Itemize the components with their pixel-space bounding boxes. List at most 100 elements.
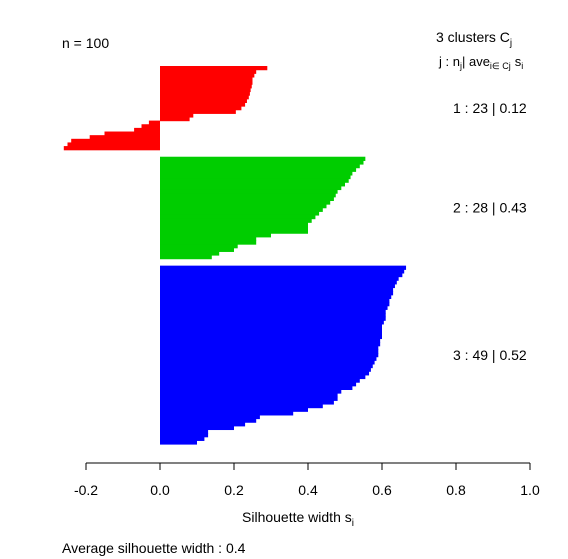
silhouette-bar-c2-2 — [160, 160, 364, 165]
silhouette-bar-c3-13 — [160, 309, 386, 314]
x-tick-label-0: -0.2 — [74, 482, 98, 498]
legend-ave-sub: i∈ Cj — [490, 61, 511, 71]
silhouette-bar-c2-26 — [160, 247, 234, 252]
silhouette-bar-c3-23 — [160, 345, 379, 350]
average-silhouette-label: Average silhouette width : 0.4 — [62, 540, 246, 556]
silhouette-bar-c3-4 — [160, 276, 399, 281]
silhouette-bar-c3-6 — [160, 283, 395, 289]
n-label: n = 100 — [62, 35, 109, 51]
silhouette-bar-c3-37 — [160, 396, 338, 401]
silhouette-bar-c2-14 — [160, 204, 327, 209]
silhouette-bar-c3-46 — [160, 429, 209, 434]
silhouette-bar-c3-38 — [160, 400, 334, 405]
silhouette-bar-c1-13 — [160, 109, 236, 114]
silhouette-bar-c3-19 — [160, 331, 382, 336]
silhouette-bar-c3-31 — [160, 374, 366, 380]
legend-sep: | ave — [462, 54, 490, 69]
silhouette-bar-c1-8 — [160, 91, 250, 96]
silhouette-bar-c3-40 — [160, 407, 308, 412]
legend-header: j : nj| avei∈ Cj si — [438, 54, 523, 71]
silhouette-bar-c2-6 — [160, 174, 351, 180]
silhouette-bar-c3-16 — [160, 320, 384, 325]
silhouette-bar-c3-43 — [160, 418, 257, 423]
silhouette-bar-c1-4 — [160, 76, 253, 82]
silhouette-bar-c2-12 — [160, 196, 334, 201]
silhouette-bar-c3-11 — [160, 302, 390, 307]
silhouette-bar-c2-4 — [160, 167, 357, 172]
silhouette-bar-c2-23 — [160, 236, 257, 242]
silhouette-bar-c2-7 — [160, 178, 349, 183]
silhouette-bar-c3-25 — [160, 353, 379, 358]
clusters-title-sub: j — [509, 38, 512, 49]
x-axis-title: Silhouette width si — [242, 509, 354, 529]
clusters-title-text: 3 clusters C — [436, 29, 510, 45]
silhouette-bar-c3-48 — [160, 436, 205, 441]
silhouette-bar-c2-28 — [160, 255, 212, 260]
silhouette-bar-c1-3 — [160, 73, 255, 78]
silhouette-bar-c3-47 — [160, 433, 209, 438]
silhouette-bar-c2-13 — [160, 200, 331, 205]
silhouette-bar-c2-18 — [160, 218, 312, 223]
x-tick-label-2: 0.2 — [224, 482, 244, 498]
silhouette-bar-c2-17 — [160, 214, 316, 220]
silhouette-bar-c1-2 — [160, 69, 257, 74]
silhouette-bar-c3-21 — [160, 338, 381, 343]
legend-j: j : n — [438, 54, 460, 69]
silhouette-bar-c3-22 — [160, 342, 381, 347]
silhouette-bar-c1-10 — [160, 98, 247, 103]
silhouette-bar-c3-24 — [160, 349, 379, 354]
silhouette-bar-c1-15 — [160, 116, 190, 122]
silhouette-bar-c3-32 — [160, 378, 360, 383]
silhouette-bar-c3-17 — [160, 323, 382, 329]
silhouette-bar-c2-19 — [160, 222, 308, 227]
silhouette-bar-c2-11 — [160, 193, 336, 198]
silhouette-bar-c2-27 — [160, 251, 220, 256]
silhouette-bar-c1-5 — [160, 80, 253, 85]
x-axis-ticks: -0.2 0.0 0.2 0.4 0.6 0.8 1.0 — [74, 463, 540, 498]
cluster-labels: 1 : 23 | 0.12 2 : 28 | 0.43 3 : 49 | 0.52 — [453, 100, 527, 363]
x-axis: -0.2 0.0 0.2 0.4 0.6 0.8 1.0 — [74, 462, 540, 498]
silhouette-bar-c3-1 — [160, 265, 407, 270]
silhouette-bar-c1-21 — [71, 138, 160, 144]
silhouette-bar-c3-36 — [160, 393, 338, 398]
silhouette-bar-c1-23 — [63, 146, 160, 151]
silhouette-bar-c2-25 — [160, 244, 238, 249]
silhouette-bar-c3-5 — [160, 280, 397, 285]
silhouette-bar-c1-7 — [160, 87, 251, 93]
silhouette-bar-c1-16 — [148, 120, 160, 125]
silhouette-bar-c1-20 — [89, 135, 160, 140]
silhouette-bar-c3-49 — [160, 440, 197, 445]
silhouette-bar-c2-8 — [160, 182, 345, 187]
silhouette-bar-c3-39 — [160, 403, 323, 409]
silhouette-bar-c1-18 — [134, 127, 160, 133]
x-tick-label-3: 0.4 — [298, 482, 318, 498]
x-tick-label-4: 0.6 — [372, 482, 392, 498]
silhouette-bar-c2-21 — [160, 229, 308, 234]
silhouette-bar-c3-34 — [160, 385, 353, 390]
silhouette-bar-c3-30 — [160, 371, 370, 376]
silhouette-bar-c3-42 — [160, 414, 260, 420]
silhouette-bar-c1-19 — [104, 131, 160, 136]
silhouette-bar-c1-9 — [160, 95, 249, 100]
cluster-label-1: 1 : 23 | 0.12 — [453, 100, 527, 116]
silhouette-bar-c3-41 — [160, 411, 294, 416]
x-tick-label-5: 0.8 — [446, 482, 466, 498]
silhouette-bar-c3-33 — [160, 382, 357, 387]
silhouette-bar-c1-6 — [160, 84, 252, 89]
silhouette-bar-c2-22 — [160, 233, 271, 238]
silhouette-bar-c2-1 — [160, 156, 366, 161]
cluster-label-3: 3 : 49 | 0.52 — [453, 347, 527, 363]
legend-s-sub: i — [521, 61, 523, 71]
silhouette-bar-c2-16 — [160, 211, 320, 216]
silhouette-bar-c2-15 — [160, 207, 323, 212]
silhouette-bar-c3-45 — [160, 425, 234, 431]
silhouette-bar-c3-9 — [160, 294, 392, 299]
silhouette-bar-c3-18 — [160, 327, 382, 332]
silhouette-bar-c3-29 — [160, 367, 371, 372]
silhouette-bar-c3-44 — [160, 422, 246, 427]
silhouette-bar-c1-12 — [160, 106, 242, 111]
x-axis-title-text: Silhouette width s — [242, 509, 352, 525]
silhouette-bar-c3-14 — [160, 312, 386, 318]
x-axis-title-sub: i — [352, 518, 354, 529]
legend-j-sub: j — [459, 61, 462, 71]
